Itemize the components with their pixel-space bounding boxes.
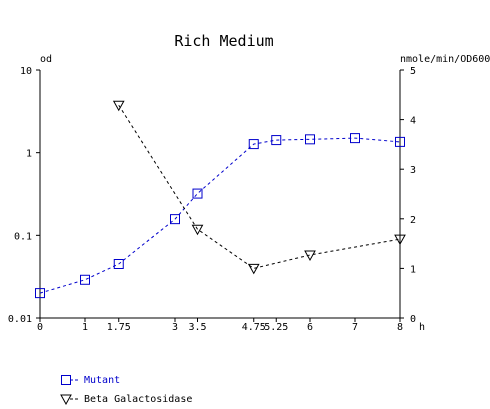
y2-tick-label: 0 [410, 314, 416, 325]
y2-tick-label: 4 [410, 116, 416, 127]
x-tick-label: 3 [172, 322, 178, 333]
marker [113, 259, 124, 270]
marker [304, 250, 316, 262]
x-tick-label: 4.75 [242, 322, 266, 333]
x-tick-label: 8 [397, 322, 403, 333]
marker [247, 263, 260, 275]
series-line [39, 137, 401, 294]
x-tick-label: 7 [352, 322, 358, 333]
marker [35, 288, 45, 299]
marker [271, 135, 282, 146]
y2-axis-label: nmole/min/OD600 [400, 54, 490, 65]
legend-label: Mutant [84, 375, 120, 386]
y-tick-label: 0.01 [8, 314, 32, 325]
y-tick-label: 1 [26, 149, 32, 160]
y2-tick-label: 1 [410, 264, 416, 275]
marker [248, 139, 259, 150]
series-line [118, 104, 401, 269]
chart-title: Rich Medium [174, 32, 273, 50]
x-tick-label: 6 [307, 322, 313, 333]
legend-label: Beta Galactosidase [84, 394, 192, 405]
marker [305, 134, 315, 145]
marker [192, 188, 203, 199]
y-axis-label: od [40, 54, 52, 65]
legend-marker [61, 375, 71, 385]
marker [170, 214, 180, 225]
x-tick-label: 1.75 [107, 322, 131, 333]
x-tick-label: 0 [37, 322, 43, 333]
marker [394, 234, 406, 246]
marker [395, 136, 405, 147]
legend-marker [60, 394, 72, 406]
marker [112, 100, 125, 112]
y2-tick-label: 2 [410, 215, 416, 226]
x-axis-label: h [419, 322, 425, 333]
y-tick-label: 10 [20, 66, 32, 77]
x-tick-label: 3.5 [188, 322, 206, 333]
y2-tick-label: 5 [410, 66, 416, 77]
marker [80, 274, 90, 285]
marker [191, 224, 204, 236]
y-tick-label: 0.1 [14, 231, 32, 242]
x-tick-label: 5.25 [264, 322, 288, 333]
y2-tick-label: 3 [410, 165, 416, 176]
marker [350, 133, 360, 144]
x-tick-label: 1 [82, 322, 88, 333]
